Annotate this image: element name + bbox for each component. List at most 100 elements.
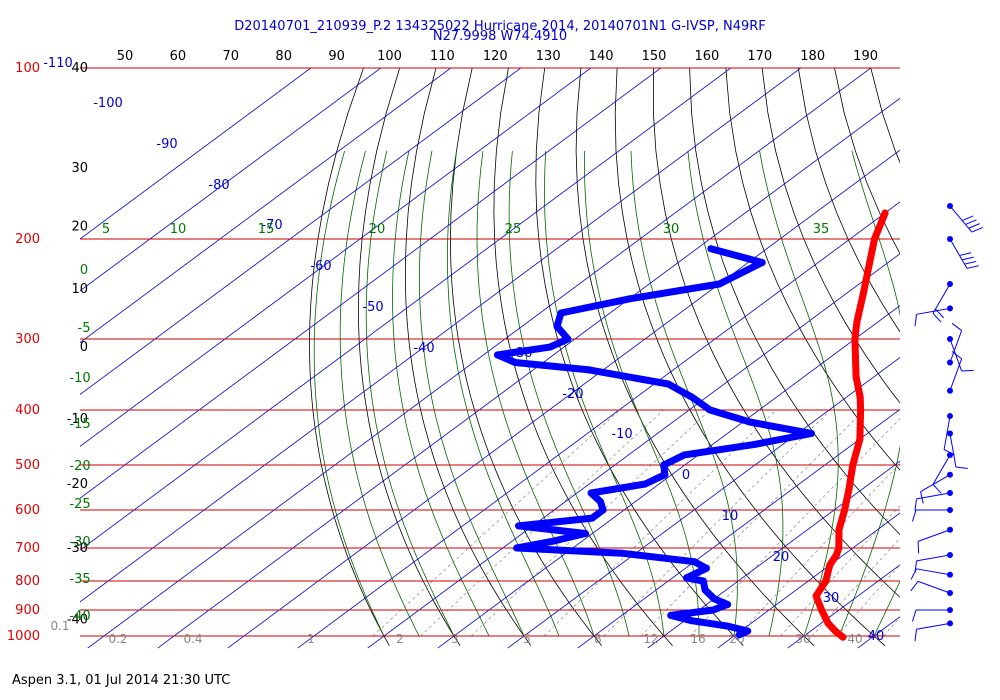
mixing-ratio-label: 0.2 (108, 632, 127, 646)
temperature-profile-point (822, 577, 830, 585)
temperature-profile-point (839, 633, 847, 641)
temperature-profile-point (835, 544, 843, 552)
moist-adiabat-line (873, 580, 900, 637)
chart-title-line1: D20140701_210939_P.2 134325022 Hurricane… (234, 19, 766, 34)
isotherm-line (80, 68, 732, 551)
isotherm-label: -10 (611, 427, 632, 442)
top-scale-label: 70 (223, 49, 240, 64)
isotherm-line (80, 68, 802, 603)
dewpoint-profile-point (513, 544, 521, 552)
wind-barb (947, 235, 979, 269)
mixing-ratio-label: 30 (795, 632, 810, 646)
wind-barb (917, 526, 953, 554)
left-scale-label: 0 (80, 340, 88, 355)
top-scale-label: 160 (694, 49, 719, 64)
pressure-label: 600 (15, 503, 40, 518)
top-scale-label: 190 (853, 49, 878, 64)
isotherm-label: -90 (156, 137, 177, 152)
wind-barb (947, 336, 974, 372)
temperature-profile-point (871, 235, 878, 243)
moist-adiabat-line (584, 150, 700, 636)
moist-adiabat-line (476, 150, 595, 637)
isotherm-line (227, 149, 900, 649)
dewpoint-profile-point (706, 406, 714, 414)
isotherm-label: -40 (413, 341, 434, 356)
temperature-profile-point (852, 373, 860, 381)
top-scale-label: 140 (589, 49, 614, 64)
isotherm-label: -20 (562, 387, 583, 402)
top-scale-label: 170 (747, 49, 772, 64)
mixing-ratio-label: 0.4 (183, 632, 202, 646)
moist-adiabat-label: 5 (102, 222, 110, 237)
moist-adiabat-label: 0 (80, 263, 88, 278)
moist-adiabat-label: -15 (69, 417, 90, 432)
top-scale-label: 180 (800, 49, 825, 64)
wind-barb (943, 413, 955, 456)
dewpoint-profile-point (699, 577, 707, 585)
mixing-ratio-line (780, 505, 900, 637)
top-scale-label: 150 (642, 49, 667, 64)
dewpoint-profile-point (688, 393, 696, 401)
chart-title-line2: N27.9998 W74.4910 (432, 29, 568, 44)
dewpoint-profile-point (701, 586, 709, 594)
isotherm-label: 30 (823, 591, 840, 606)
moist-adiabat-label: -5 (78, 321, 91, 336)
isotherm-line (297, 201, 900, 649)
left-scale-label: -10 (67, 412, 88, 427)
dewpoint-profile-point (667, 611, 675, 619)
temperature-profile-point (849, 461, 857, 469)
dewpoint-profile-point (702, 564, 710, 572)
dewpoint-profile-point (723, 622, 731, 630)
dewpoint-profile-point (680, 451, 688, 459)
mixing-ratio-label: 12 (643, 632, 658, 646)
moist-adiabat-label: -35 (69, 572, 90, 587)
dry-adiabat-line (357, 68, 461, 646)
wind-barb (947, 430, 968, 469)
temperature-profile-point (812, 592, 820, 600)
left-scale-label: -40 (67, 612, 88, 627)
dewpoint-profile-point (715, 280, 723, 288)
isotherm-line (928, 55, 1000, 648)
wind-barb (947, 322, 963, 366)
moist-adiabat-label: -40 (69, 609, 90, 624)
mixing-ratio-label: 8 (594, 632, 602, 646)
moist-adiabat-line (508, 150, 630, 637)
dewpoint-profile-point (683, 574, 690, 582)
pressure-label: 1000 (7, 629, 40, 644)
left-scale-label: 10 (71, 282, 88, 297)
temperature-profile-point (857, 406, 865, 414)
dewpoint-profile-point (664, 380, 672, 388)
footer-version-timestamp: Aspen 3.1, 01 Jul 2014 21:30 UTC (12, 673, 231, 688)
dry-adiabat-line (834, 68, 900, 255)
wind-barb (932, 451, 953, 494)
mixing-ratio-label: 40 (847, 632, 862, 646)
isotherm-line (80, 68, 312, 240)
mixing-ratio-line (372, 409, 621, 637)
wind-barb (911, 506, 953, 522)
isotherm-line (80, 68, 382, 292)
dewpoint-profile-point (641, 480, 649, 488)
dry-adiabat-line (309, 68, 390, 646)
temperature-profile-point (841, 506, 849, 514)
pressure-label: 200 (15, 232, 40, 247)
isotherm-label: 20 (773, 550, 790, 565)
isotherm-label: -110 (43, 56, 73, 71)
wind-barb (911, 607, 953, 622)
dry-adiabat-line (535, 68, 744, 646)
dewpoint-profile-point (710, 595, 718, 603)
moist-adiabat-line (392, 150, 490, 637)
left-scale-label: -30 (67, 541, 88, 556)
moist-adiabat-line (339, 150, 420, 637)
isotherm-label: -80 (208, 178, 229, 193)
temperature-profile-point (818, 606, 826, 614)
moist-adiabat-label: 35 (813, 222, 830, 237)
dewpoint-profile-point (494, 351, 501, 359)
dewpoint-profile (494, 245, 815, 639)
dewpoint-profile-point (661, 471, 669, 479)
dry-adiabat-line (980, 68, 1000, 646)
wind-barb (914, 305, 953, 327)
temperature-profile-line (812, 209, 889, 641)
left-scale-label: 20 (71, 219, 88, 234)
dewpoint-profile-point (746, 418, 754, 426)
